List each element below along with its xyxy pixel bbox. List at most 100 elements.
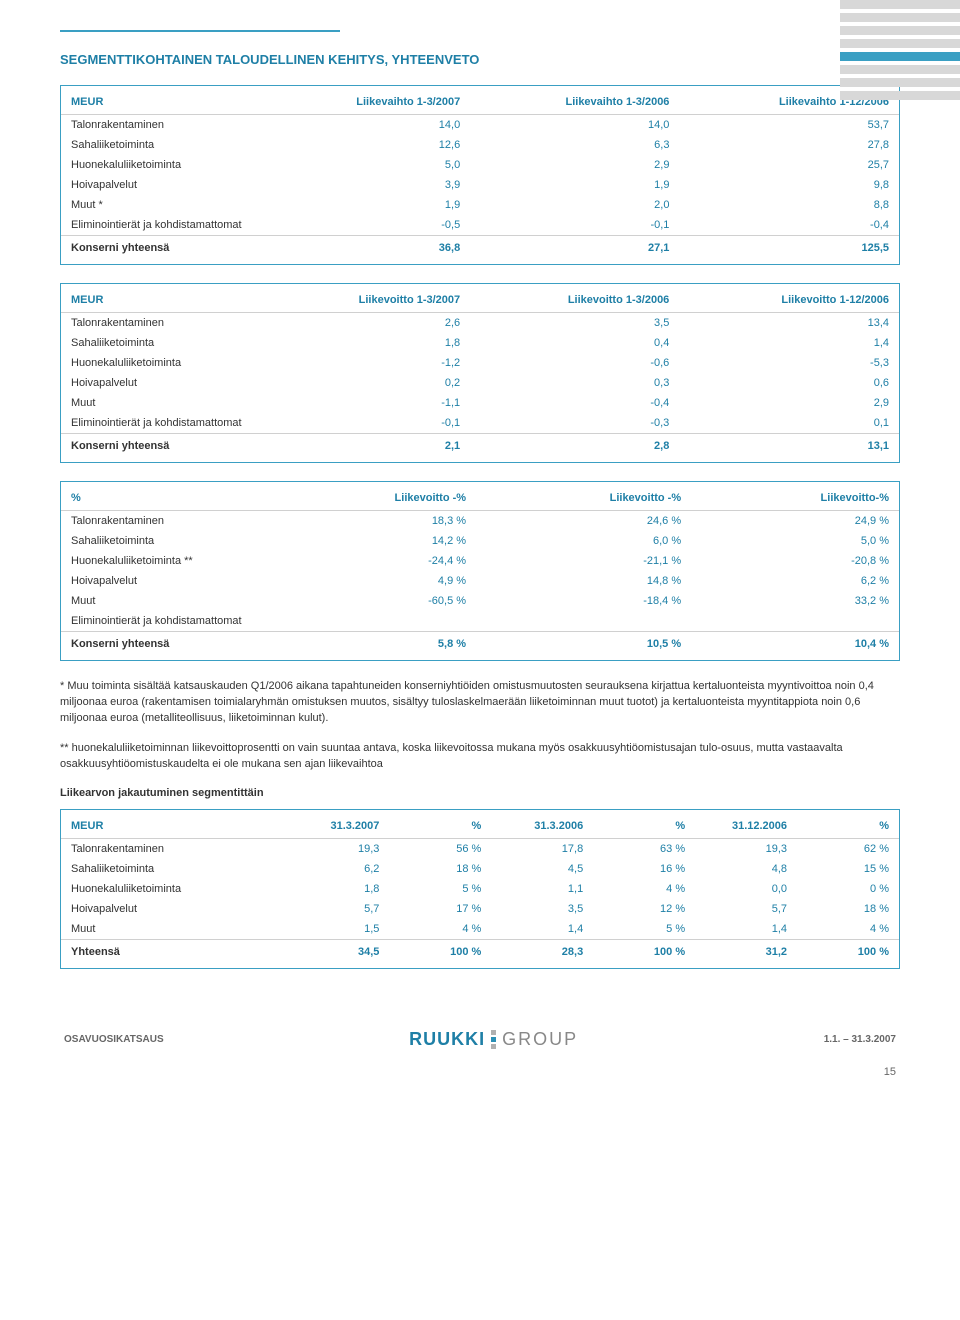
row-value: 53,7 <box>679 115 899 136</box>
column-header: MEUR <box>61 290 261 313</box>
row-value: 63 % <box>593 838 695 859</box>
row-value: 5 % <box>389 879 491 899</box>
table-row: Huonekaluliiketoiminta5,02,925,7 <box>61 155 899 175</box>
column-header: % <box>389 816 491 839</box>
row-value: 2,9 <box>470 155 679 175</box>
table-revenue: MEURLiikevaihto 1-3/2007Liikevaihto 1-3/… <box>60 85 900 265</box>
row-value: 5 % <box>593 919 695 940</box>
table-row: Hoivapalvelut4,9 %14,8 %6,2 % <box>61 571 899 591</box>
row-label: Huonekaluliiketoiminta ** <box>61 551 261 571</box>
total-label: Konserni yhteensä <box>61 434 261 457</box>
decorative-bars <box>840 0 960 104</box>
row-value: 4 % <box>389 919 491 940</box>
row-label: Huonekaluliiketoiminta <box>61 155 261 175</box>
row-value: 18 % <box>389 859 491 879</box>
total-value: 2,8 <box>470 434 679 457</box>
row-value: 4 % <box>593 879 695 899</box>
row-value: 2,6 <box>261 313 470 334</box>
row-value: 0,3 <box>470 373 679 393</box>
table-4: MEUR31.3.2007%31.3.2006%31.12.2006% Talo… <box>61 816 899 962</box>
row-value: 6,2 <box>287 859 389 879</box>
row-value: -20,8 % <box>691 551 899 571</box>
row-value: 0,6 <box>679 373 899 393</box>
row-label: Talonrakentaminen <box>61 838 287 859</box>
row-value: 5,7 <box>695 899 797 919</box>
table-margin: %Liikevoitto -%Liikevoitto -%Liikevoitto… <box>60 481 900 661</box>
row-value: -21,1 % <box>476 551 691 571</box>
row-value: 3,9 <box>261 175 470 195</box>
row-value: 9,8 <box>679 175 899 195</box>
table-row: Eliminointierät ja kohdistamattomat <box>61 611 899 632</box>
row-value: 4,5 <box>491 859 593 879</box>
row-value: 1,4 <box>679 333 899 353</box>
row-value: 4,9 % <box>261 571 476 591</box>
total-value: 10,4 % <box>691 632 899 655</box>
total-value: 100 % <box>389 939 491 962</box>
row-value: 14,0 <box>470 115 679 136</box>
column-header: Liikevoitto-% <box>691 488 899 511</box>
page-footer: OSAVUOSIKATSAUS RUUKKI GROUP 1.1. – 31.3… <box>60 1029 900 1050</box>
total-value: 34,5 <box>287 939 389 962</box>
table-row: Hoivapalvelut0,20,30,6 <box>61 373 899 393</box>
column-header: % <box>593 816 695 839</box>
table-row: Huonekaluliiketoiminta-1,2-0,6-5,3 <box>61 353 899 373</box>
column-header: MEUR <box>61 816 287 839</box>
subheading-goodwill: Liikearvon jakautuminen segmentittäin <box>60 787 900 799</box>
row-value: 18 % <box>797 899 899 919</box>
row-value: 0 % <box>797 879 899 899</box>
row-label: Eliminointierät ja kohdistamattomat <box>61 215 261 236</box>
row-value: -5,3 <box>679 353 899 373</box>
column-header: Liikevoitto -% <box>261 488 476 511</box>
column-header: MEUR <box>61 92 261 115</box>
total-value: 31,2 <box>695 939 797 962</box>
column-header: % <box>797 816 899 839</box>
row-label: Muut * <box>61 195 261 215</box>
row-value: 2,0 <box>470 195 679 215</box>
total-value: 100 % <box>593 939 695 962</box>
row-label: Hoivapalvelut <box>61 899 287 919</box>
table-row: Hoivapalvelut3,91,99,8 <box>61 175 899 195</box>
table-row: Muut-60,5 %-18,4 %33,2 % <box>61 591 899 611</box>
column-header: Liikevaihto 1-3/2006 <box>470 92 679 115</box>
row-value: 33,2 % <box>691 591 899 611</box>
table-2: MEURLiikevoitto 1-3/2007Liikevoitto 1-3/… <box>61 290 899 456</box>
row-label: Sahaliiketoiminta <box>61 333 261 353</box>
table-row: Muut1,54 %1,45 %1,44 % <box>61 919 899 940</box>
row-value: 2,9 <box>679 393 899 413</box>
table-profit: MEURLiikevoitto 1-3/2007Liikevoitto 1-3/… <box>60 283 900 463</box>
row-value: 14,2 % <box>261 531 476 551</box>
table-row: Sahaliiketoiminta6,218 %4,516 %4,815 % <box>61 859 899 879</box>
row-value: 24,9 % <box>691 511 899 532</box>
row-value: 1,8 <box>287 879 389 899</box>
row-value: -0,3 <box>470 413 679 434</box>
table-row: Eliminointierät ja kohdistamattomat-0,1-… <box>61 413 899 434</box>
row-value: 0,2 <box>261 373 470 393</box>
row-value: -1,2 <box>261 353 470 373</box>
column-header: 31.12.2006 <box>695 816 797 839</box>
total-label: Konserni yhteensä <box>61 236 261 259</box>
row-value: 17 % <box>389 899 491 919</box>
total-value: 36,8 <box>261 236 470 259</box>
row-label: Talonrakentaminen <box>61 313 261 334</box>
column-header: Liikevoitto 1-3/2007 <box>261 290 470 313</box>
column-header: Liikevoitto 1-12/2006 <box>679 290 899 313</box>
row-value: 56 % <box>389 838 491 859</box>
row-label: Muut <box>61 919 287 940</box>
logo-text-group: GROUP <box>502 1029 578 1050</box>
table-row: Talonrakentaminen19,356 %17,863 %19,362 … <box>61 838 899 859</box>
table-row: Sahaliiketoiminta1,80,41,4 <box>61 333 899 353</box>
row-value: 1,8 <box>261 333 470 353</box>
total-value: 13,1 <box>679 434 899 457</box>
row-value: 1,4 <box>695 919 797 940</box>
table-row: Hoivapalvelut5,717 %3,512 %5,718 % <box>61 899 899 919</box>
row-value: 5,0 % <box>691 531 899 551</box>
company-logo: RUUKKI GROUP <box>409 1029 578 1050</box>
row-value: -24,4 % <box>261 551 476 571</box>
column-header: % <box>61 488 261 511</box>
row-label: Talonrakentaminen <box>61 511 261 532</box>
row-value: 0,0 <box>695 879 797 899</box>
total-row: Konserni yhteensä5,8 %10,5 %10,4 % <box>61 632 899 655</box>
table-row: Huonekaluliiketoiminta **-24,4 %-21,1 %-… <box>61 551 899 571</box>
row-value: -1,1 <box>261 393 470 413</box>
row-value: 3,5 <box>491 899 593 919</box>
